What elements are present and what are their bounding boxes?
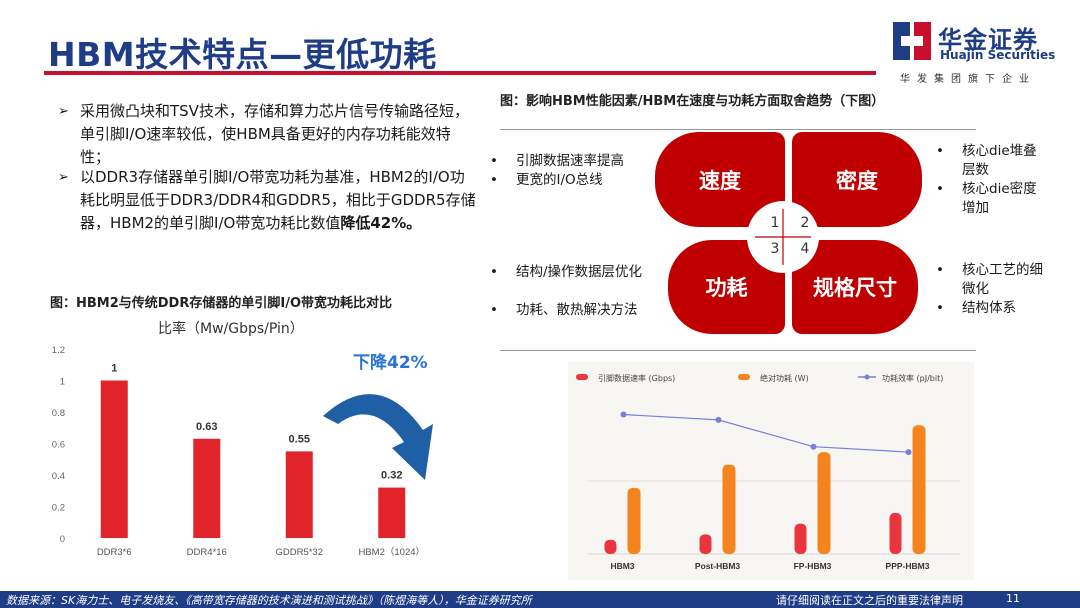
bullet-dot-icon: • <box>490 153 498 169</box>
size-point-1: • 核心工艺的细微化 <box>936 262 1043 297</box>
bullet-1: ➢ 采用微凸块和TSV技术，存储和算力芯片信号传输路径短，单引脚I/O速率较低，… <box>58 100 478 169</box>
efficiency-line <box>623 413 909 453</box>
bar-absolute-power <box>722 464 736 554</box>
efficiency-point <box>905 449 912 456</box>
quadrant-number-1: 1 <box>770 215 780 231</box>
bullet-dot-icon: • <box>490 172 498 188</box>
legend-item: 功耗效率 (pJ/bit) <box>858 373 943 383</box>
arrow-bullet-icon: ➢ <box>58 104 69 119</box>
quadrant-number-2: 2 <box>800 215 810 231</box>
bullet-dot-icon: • <box>490 264 498 280</box>
bullet-dot-icon: • <box>936 143 944 159</box>
data-label: 0.55 <box>289 433 310 445</box>
x-tick-label: Post-HBM3 <box>695 561 741 571</box>
bullet-dot-icon: • <box>936 262 944 278</box>
quadrant-size: 规格尺寸 <box>792 240 918 334</box>
page-number: 11 <box>1006 592 1020 605</box>
density-point-2: • 核心die密度增加 <box>936 181 1037 216</box>
figure-divider <box>500 350 976 351</box>
bar-pin-rate <box>794 523 807 554</box>
legend-label: 功耗效率 (pJ/bit) <box>882 373 943 383</box>
bullet-dot-icon: • <box>936 300 944 316</box>
logo-english-name: Huajin Securities <box>940 48 1056 62</box>
efficiency-point <box>620 411 627 418</box>
bar-absolute-power <box>817 452 831 554</box>
legend-swatch <box>738 374 750 380</box>
speed-point-2: • 更宽的I/O总线 <box>490 172 603 188</box>
x-tick-label: DDR4*16 <box>187 547 227 558</box>
caption-divider <box>500 129 976 130</box>
bullet-dot-icon: • <box>936 181 944 197</box>
legend-item: 绝对功耗 (W) <box>738 373 809 383</box>
bullet-2-emphasis: 降低42%。 <box>340 214 422 232</box>
arrow-shape <box>323 394 433 480</box>
efficiency-point <box>715 416 722 423</box>
legend-item: 引脚数据速率 (Gbps) <box>576 373 675 383</box>
y-tick-label: 1.2 <box>52 345 65 356</box>
size-point-2: • 结构体系 <box>936 300 1016 316</box>
y-tick-label: 0 <box>60 534 65 545</box>
legal-disclaimer: 请仔细阅读在正文之后的重要法律声明 <box>776 594 963 607</box>
y-tick-label: 0.4 <box>52 471 65 482</box>
page-title: HBM技术特点—更低功耗 <box>48 35 437 74</box>
data-source: 数据来源：SK海力士、电子发烧友、《高带宽存储器的技术演进和测试挑战》（陈煜海等… <box>6 594 532 607</box>
logo-subtitle: 华发集团旗下企业 <box>900 74 1036 85</box>
efficiency-point <box>810 443 817 450</box>
bar <box>378 487 406 538</box>
left-bar-chart: 0 0.2 0.4 0.6 0.8 1 1.2 1 DDR3*6 0.63 DDR4*16 0.55 G… <box>52 345 433 558</box>
y-tick-label: 0.8 <box>52 408 65 419</box>
decrease-callout: 下降42% <box>353 353 428 373</box>
center-cross <box>755 209 811 265</box>
left-chart-caption: 图：HBM2与传统DDR存储器的单引脚I/O带宽功耗比对比 <box>50 296 392 311</box>
x-tick-label: HBM2（1024） <box>358 546 425 558</box>
bar-absolute-power <box>912 425 926 554</box>
x-tick-label: PPP-HBM3 <box>886 561 930 571</box>
x-tick-label: FP-HBM3 <box>794 561 832 571</box>
legend-label: 绝对功耗 (W) <box>760 373 809 383</box>
footer-bar <box>0 591 1080 608</box>
right-figure-caption: 图：影响HBM性能因素/HBM在速度与功耗方面取舍趋势（下图） <box>500 94 885 109</box>
title-divider <box>44 71 876 75</box>
bullet-dot-icon: • <box>490 302 498 318</box>
decrease-arrow-icon <box>323 394 433 480</box>
y-tick-label: 0.6 <box>52 440 65 451</box>
bullet-1-text: 采用微凸块和TSV技术，存储和算力芯片信号传输路径短，单引脚I/O速率较低，使H… <box>80 102 469 166</box>
y-tick-label: 1 <box>60 377 65 388</box>
bar <box>100 380 128 538</box>
y-tick-label: 0.2 <box>52 503 65 514</box>
left-chart-title: 比率（Mw/Gbps/Pin） <box>158 321 304 337</box>
power-point-2: • 功耗、散热解决方法 <box>490 302 638 318</box>
bar <box>193 438 221 538</box>
quadrant-number-3: 3 <box>770 241 780 257</box>
legend-marker <box>864 374 870 380</box>
legend-label: 引脚数据速率 (Gbps) <box>598 373 675 383</box>
bar <box>285 451 313 538</box>
bar-pin-rate <box>699 534 712 554</box>
bar-pin-rate <box>604 539 617 554</box>
bullet-2-text: 以DDR3存储器单引脚I/O带宽功耗为基准，HBM2的I/O功耗比明显低于DDR… <box>80 168 476 232</box>
logo-chinese-name: 华金证券 <box>938 26 1038 54</box>
quadrant-number-4: 4 <box>800 241 810 257</box>
data-label: 0.32 <box>381 470 402 482</box>
hbm-trend-chart: 引脚数据速率 (Gbps) 绝对功耗 (W) 功耗效率 (pJ/bit) HBM3 Po… <box>568 362 974 580</box>
arrow-bullet-icon: ➢ <box>58 170 69 185</box>
data-label: 0.63 <box>196 421 217 433</box>
x-tick-label: HBM3 <box>610 561 634 571</box>
x-tick-label: DDR3*6 <box>97 547 132 558</box>
x-tick-label: GDDR5*32 <box>275 547 323 558</box>
data-label: 1 <box>111 363 117 375</box>
speed-point-1: • 引脚数据速率提高 <box>490 153 624 169</box>
huajin-logo-icon <box>893 22 931 60</box>
bar-pin-rate <box>889 512 902 554</box>
density-point-1: • 核心die堆叠层数 <box>936 143 1037 178</box>
bullet-2: ➢ 以DDR3存储器单引脚I/O带宽功耗为基准，HBM2的I/O功耗比明显低于D… <box>58 166 478 235</box>
quadrant-power: 功耗 <box>668 240 785 334</box>
power-point-1: • 结构/操作数据层优化 <box>490 264 643 280</box>
bar-absolute-power <box>627 487 641 554</box>
quadrant-density: 密度 <box>792 132 922 227</box>
legend-swatch <box>576 374 588 380</box>
